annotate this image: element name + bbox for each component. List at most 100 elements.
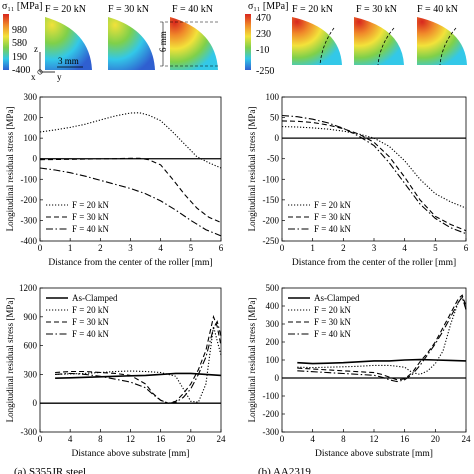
colorbar-tick-al-3: -250 xyxy=(256,66,274,77)
x-tick-label: 2 xyxy=(341,243,346,253)
legend-label: F = 40 kN xyxy=(314,329,351,339)
axis-triad-origin xyxy=(37,69,43,75)
chart-roller-al: 0 1 2 3 4 5 6 100 50 0 -50 -100 -150 -200 -250 Distance… xyxy=(247,92,469,268)
y-tick-label: -200 xyxy=(263,409,280,419)
legend-label: F = 40 kN xyxy=(72,329,109,339)
plot-frame xyxy=(39,96,222,242)
colorbar-tick-steel-2: 190 xyxy=(12,52,27,63)
x-tick-label: 2 xyxy=(98,243,103,253)
colorbar-steel xyxy=(3,14,9,70)
y-tick-label: 100 xyxy=(266,92,280,102)
x-tick-label: 4 xyxy=(310,434,315,444)
x-tick-label: 16 xyxy=(400,434,410,444)
series-line-1 xyxy=(281,120,467,232)
contour-map-al-40 xyxy=(417,17,467,65)
contour-map-steel-40 xyxy=(170,17,218,70)
series-line-2 xyxy=(297,294,467,381)
scale-label: 3 mm xyxy=(58,56,79,66)
series-line-0 xyxy=(281,126,467,209)
plastic-zone-line-40 xyxy=(439,27,457,66)
colorbar-tick-al-1: 230 xyxy=(256,29,271,40)
x-tick-label: 0 xyxy=(38,434,43,444)
x-tick-label: 3 xyxy=(372,243,377,253)
x-tick-label: 20 xyxy=(186,434,196,444)
y-tick-label: 100 xyxy=(24,133,38,143)
contour-map-al-30 xyxy=(354,17,404,65)
colorbar-tick-steel-3: -400 xyxy=(12,65,30,76)
contour-section-steel: σ₁₁ [MPa] 980 580 190 -400 F = 20 kN F =… xyxy=(2,1,218,82)
y-tick-label: -300 xyxy=(21,215,38,225)
legend-label: F = 30 kN xyxy=(314,317,351,327)
map-label-steel-20: F = 20 kN xyxy=(45,4,86,15)
x-axis-label: Distance above substrate [mm] xyxy=(315,449,433,459)
y-tick-label: 0 xyxy=(33,154,38,164)
colorbar-title-steel: σ₁₁ [MPa] xyxy=(2,1,42,12)
y-tick-label: 50 xyxy=(270,113,280,123)
x-tick-label: 5 xyxy=(433,243,438,253)
x-tick-label: 6 xyxy=(464,243,469,253)
y-tick-label: -100 xyxy=(263,174,280,184)
series-line-1 xyxy=(39,157,222,224)
y-tick-label: 200 xyxy=(266,337,280,347)
chart-roller-steel: 0 1 2 3 4 5 6 300 200 100 0 -100 -200 -300 -400 Distanc… xyxy=(5,92,224,268)
y-tick-label: 200 xyxy=(24,113,38,123)
y-tick-label: 600 xyxy=(24,341,38,351)
y-tick-label: -100 xyxy=(263,391,280,401)
y-tick-label: -200 xyxy=(263,215,280,225)
y-tick-label: 300 xyxy=(24,369,38,379)
legend-label: F = 20 kN xyxy=(72,200,109,210)
y-tick-label: 0 xyxy=(275,133,280,143)
series-line-0 xyxy=(55,372,222,379)
x-tick-label: 4 xyxy=(68,434,73,444)
y-tick-label: -150 xyxy=(263,195,280,205)
y-tick-label: -100 xyxy=(21,174,38,184)
map-label-al-30: F = 30 kN xyxy=(356,4,397,15)
x-tick-label: 12 xyxy=(126,434,135,444)
x-axis-label: Distance from the center of the roller [… xyxy=(292,257,456,268)
map-label-steel-30: F = 30 kN xyxy=(108,4,149,15)
x-tick-label: 8 xyxy=(98,434,103,444)
y-tick-label: -300 xyxy=(21,427,38,437)
x-tick-label: 16 xyxy=(156,434,166,444)
series-line-1 xyxy=(55,326,222,403)
y-tick-label: 100 xyxy=(266,355,280,365)
plastic-zone-line-20 xyxy=(319,27,335,66)
axis-label-x: x xyxy=(31,72,36,82)
contour-section-al: σ₁₁ [MPa] 470 230 -10 -250 F = 20 kN F =… xyxy=(245,1,467,77)
plastic-zone-line-30 xyxy=(377,27,395,66)
legend-label: F = 20 kN xyxy=(314,305,351,315)
y-tick-label: -250 xyxy=(263,236,280,246)
map-label-al-20: F = 20 kN xyxy=(292,4,333,15)
x-tick-label: 0 xyxy=(280,434,285,444)
caption-steel: (a) S355JR steel xyxy=(14,466,86,474)
legend-label: F = 20 kN xyxy=(314,200,351,210)
series-line-2 xyxy=(39,167,222,237)
x-tick-label: 4 xyxy=(402,243,407,253)
legend-label: As-Clamped xyxy=(72,293,118,303)
colorbar-al xyxy=(245,14,251,70)
y-tick-label: -50 xyxy=(267,154,279,164)
x-tick-label: 1 xyxy=(68,243,73,253)
series-line-2 xyxy=(55,314,222,404)
y-tick-label: 500 xyxy=(266,283,280,293)
y-axis-label: Longitudinal residual stress [MPa] xyxy=(247,107,257,232)
colorbar-tick-al-2: -10 xyxy=(256,45,269,56)
series-line-3 xyxy=(55,320,222,404)
x-tick-label: 20 xyxy=(431,434,441,444)
colorbar-tick-steel-0: 980 xyxy=(12,25,27,36)
x-tick-label: 12 xyxy=(370,434,379,444)
axis-label-z: z xyxy=(34,44,38,54)
legend-label: F = 20 kN xyxy=(72,305,109,315)
series-line-2 xyxy=(281,114,467,235)
x-tick-label: 24 xyxy=(462,434,472,444)
x-tick-label: 5 xyxy=(189,243,194,253)
legend-label: F = 30 kN xyxy=(72,212,109,222)
x-tick-label: 1 xyxy=(310,243,315,253)
x-tick-label: 0 xyxy=(280,243,285,253)
y-axis-label: Longitudinal residual stress [MPa] xyxy=(5,107,15,232)
contour-map-steel-20 xyxy=(45,17,92,70)
contour-map-steel-30 xyxy=(108,17,155,70)
contour-map-al-20 xyxy=(292,17,342,65)
y-axis-label: Longitudinal residual stress [MPa] xyxy=(247,298,257,423)
caption-al: (b) AA2319 xyxy=(258,466,311,474)
